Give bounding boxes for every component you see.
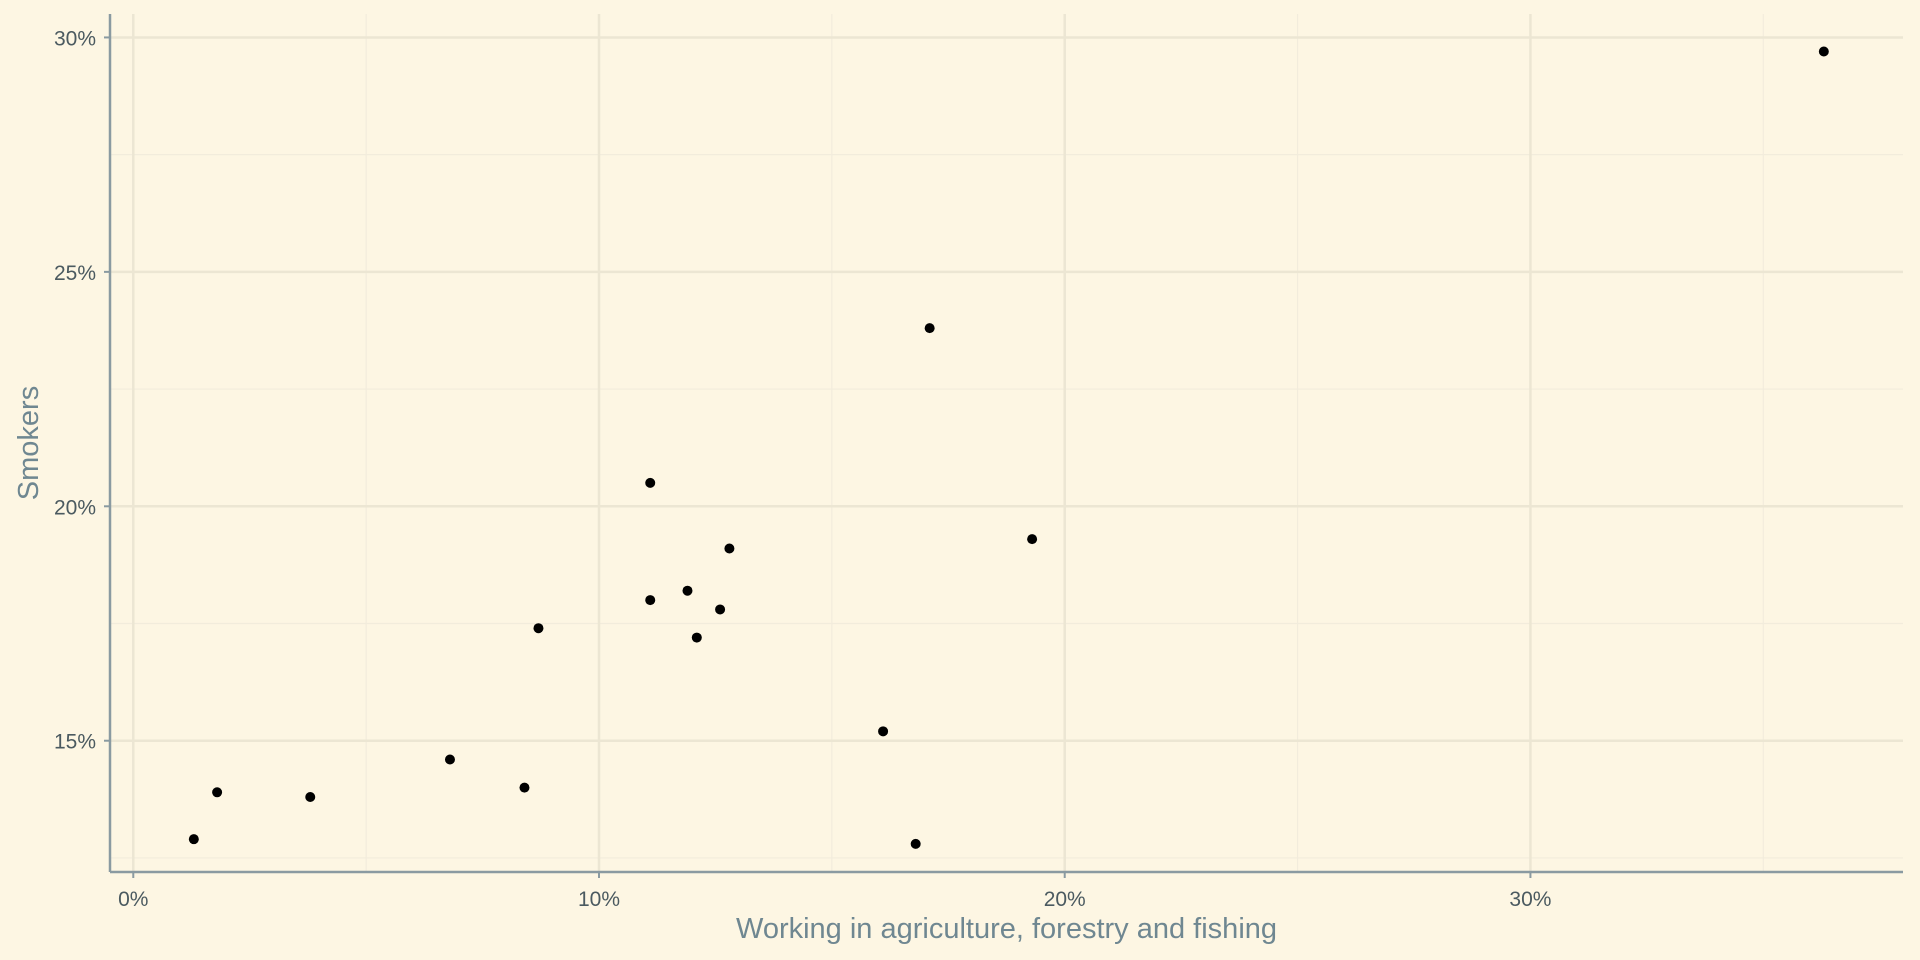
data-point [519, 782, 530, 793]
y-tick-label: 15% [54, 731, 96, 754]
data-point [305, 791, 316, 802]
data-point [715, 604, 726, 615]
data-point [212, 787, 223, 798]
x-tick-label: 10% [578, 888, 620, 911]
data-point [682, 585, 693, 596]
y-tick-label: 25% [54, 262, 96, 285]
major-grid [110, 14, 1903, 872]
y-axis-title: Smokers [13, 386, 45, 500]
y-tick-label: 30% [54, 27, 96, 50]
data-point [645, 595, 656, 606]
data-point [724, 543, 735, 554]
y-tick-label: 20% [54, 496, 96, 519]
x-axis-title: Working in agriculture, forestry and fis… [736, 913, 1277, 945]
x-tick-label: 0% [118, 888, 148, 911]
data-point [924, 323, 935, 334]
x-axis-ticks: 0% 10% 20% 30% [118, 872, 1551, 911]
data-point [444, 754, 455, 765]
y-axis-ticks: 15% 20% 25% 30% [54, 27, 110, 754]
axes [108, 14, 1903, 874]
data-point [188, 834, 199, 845]
data-point [645, 477, 656, 488]
data-point [533, 623, 544, 634]
data-point [1027, 534, 1038, 545]
x-tick-label: 30% [1509, 888, 1551, 911]
x-tick-label: 20% [1044, 888, 1086, 911]
data-point [691, 632, 702, 643]
minor-grid [110, 14, 1903, 872]
data-point [1818, 46, 1829, 57]
data-point [878, 726, 889, 737]
data-points [188, 46, 1829, 849]
data-point [910, 838, 921, 849]
